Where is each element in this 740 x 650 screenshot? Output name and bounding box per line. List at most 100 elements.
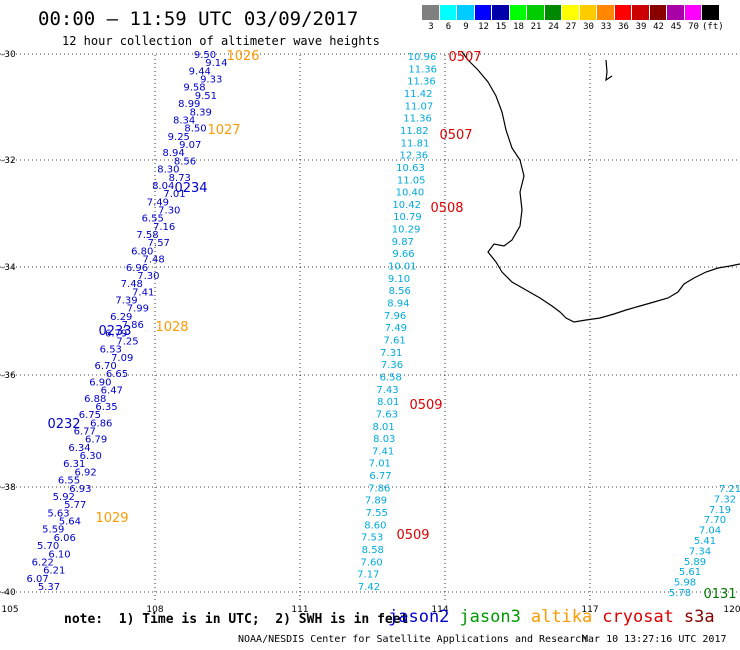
- wave-height-value: 8.39: [190, 107, 212, 118]
- pass-time-label: 0232: [47, 417, 80, 432]
- pass-time-label: 0233: [98, 324, 131, 339]
- wave-height-value: 6.79: [105, 328, 127, 339]
- wave-height-value: 8.94: [387, 299, 409, 310]
- wave-height-value: 7.09: [111, 353, 133, 364]
- color-scale-label: 27: [565, 22, 577, 32]
- wave-height-value: 6.80: [131, 246, 153, 257]
- pass-time-label: 0507: [439, 128, 472, 143]
- color-scale-label: 18: [513, 22, 524, 32]
- wave-height-value: 5.89: [684, 557, 706, 568]
- color-scale-label: 12: [478, 22, 489, 32]
- wave-height-value: 11.05: [397, 175, 426, 186]
- color-scale-label: 42: [653, 22, 664, 32]
- wave-height-value: 6.34: [68, 443, 90, 454]
- wave-height-value: 7.41: [132, 287, 154, 298]
- wave-height-value: 10.96: [408, 52, 437, 63]
- legend-item-s3a: s3a: [683, 607, 715, 627]
- lon-tick-label: 111: [291, 605, 308, 615]
- wave-height-value: 6.31: [63, 459, 85, 470]
- wave-height-value: 6.90: [89, 377, 111, 388]
- wave-height-value: 5.37: [38, 582, 60, 593]
- color-swatch: [562, 5, 580, 20]
- wave-height-value: 5.63: [47, 508, 69, 519]
- wave-height-value: 7.49: [147, 197, 169, 208]
- wave-height-value: 7.48: [142, 255, 164, 266]
- wave-height-value: 9.44: [189, 66, 211, 77]
- wave-height-value: 7.39: [115, 296, 137, 307]
- wave-height-value: 6.35: [95, 402, 117, 413]
- wave-height-value: 6.79: [85, 435, 107, 446]
- units-note: note: 1) Time is in UTC; 2) SWH is in fe…: [64, 612, 409, 627]
- color-swatch: [509, 5, 527, 20]
- wave-height-value: 7.21: [719, 484, 740, 495]
- wave-height-value: 8.50: [184, 124, 206, 135]
- pass-time-label: 0508: [430, 201, 463, 216]
- wave-height-value: 8.94: [162, 148, 184, 159]
- color-scale-label: 9: [463, 22, 469, 32]
- pass-time-label: 0509: [396, 528, 429, 543]
- wave-height-value: 7.43: [376, 385, 398, 396]
- color-scale-label: 15: [495, 22, 507, 32]
- wave-height-value: 6.55: [142, 214, 164, 225]
- wave-height-value: 6.22: [32, 557, 54, 568]
- color-swatch: [632, 5, 650, 20]
- wave-height-value: 9.51: [195, 91, 217, 102]
- wave-height-value: 7.25: [116, 337, 138, 348]
- color-scale-label: 39: [635, 22, 647, 32]
- lon-tick-label: 117: [581, 605, 598, 615]
- lat-tick-label: -40: [1, 588, 16, 598]
- color-swatch: [597, 5, 615, 20]
- wave-height-value: 5.77: [64, 500, 86, 511]
- wave-height-value: 8.60: [364, 520, 386, 531]
- lon-tick-label: 108: [146, 605, 163, 615]
- color-swatch: [667, 5, 685, 20]
- wave-height-value: 7.89: [365, 496, 387, 507]
- wave-height-value: 6.47: [101, 386, 123, 397]
- wave-height-value: 6.70: [94, 361, 116, 372]
- wave-height-value: 6.77: [74, 427, 96, 438]
- wave-height-value: 6.96: [126, 263, 148, 274]
- color-swatch: [684, 5, 702, 20]
- lat-tick-label: -38: [1, 483, 16, 493]
- wave-height-value: 7.55: [366, 508, 388, 519]
- wave-height-value: 8.58: [362, 545, 384, 556]
- wave-height-value: 6.86: [90, 418, 112, 429]
- color-swatch: [614, 5, 632, 20]
- color-scale-label: 6: [445, 22, 452, 32]
- wave-height-value: 7.31: [380, 348, 402, 359]
- wave-height-value: 11.36: [407, 77, 436, 88]
- legend-item-jason2: jason2: [388, 607, 450, 627]
- pass-time-label: 0507: [448, 50, 481, 65]
- pass-time-label: 1027: [207, 123, 240, 138]
- wave-height-value: 6.07: [26, 574, 48, 585]
- wave-height-value: 5.61: [679, 567, 701, 578]
- wave-height-value: 8.30: [157, 165, 179, 176]
- color-swatch: [702, 5, 720, 20]
- color-scale-label: 36: [618, 22, 629, 32]
- color-swatch: [474, 5, 492, 20]
- color-swatch: [527, 5, 545, 20]
- wave-height-value: 6.29: [110, 312, 132, 323]
- wave-height-value: 7.58: [136, 230, 158, 241]
- legend-item-altika: altika: [530, 607, 593, 627]
- wave-height-value: 7.42: [358, 582, 380, 593]
- wave-height-value: 7.19: [709, 505, 731, 516]
- wave-height-value: 7.17: [357, 570, 379, 581]
- pass-time-label: 0509: [409, 398, 442, 413]
- wave-height-value: 8.34: [173, 116, 195, 127]
- island-outline: [605, 59, 613, 82]
- pass-time-label: 1026: [226, 49, 259, 64]
- wave-height-value: 10.79: [393, 212, 422, 223]
- wave-height-value: 6.53: [100, 345, 122, 356]
- wave-height-value: 7.34: [689, 546, 711, 557]
- wave-height-value: 9.10: [388, 274, 410, 285]
- color-scale-label: 24: [548, 22, 559, 32]
- australia-coastline: [461, 51, 740, 323]
- lat-tick-label: -36: [1, 371, 16, 381]
- color-swatch: [422, 5, 440, 20]
- wave-height-value: 5.92: [53, 492, 75, 503]
- wave-height-value: 12.36: [399, 151, 428, 162]
- wave-height-value: 10.40: [396, 188, 425, 199]
- wave-height-value: 7.30: [137, 271, 159, 282]
- wave-height-value: 7.99: [127, 304, 149, 315]
